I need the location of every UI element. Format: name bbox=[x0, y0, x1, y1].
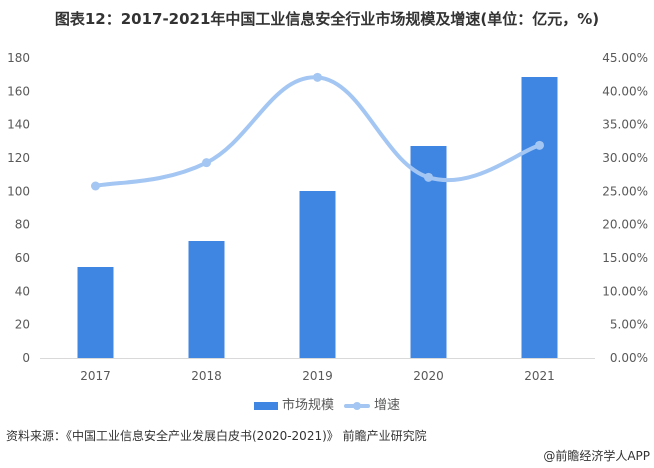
chart-title: 图表12：2017-2021年中国工业信息安全行业市场规模及增速(单位：亿元，%… bbox=[54, 10, 600, 28]
x-axis-tick: 2021 bbox=[524, 369, 555, 383]
legend-item-market-size[interactable]: 市场规模 bbox=[253, 394, 334, 413]
legend-label: 市场规模 bbox=[281, 398, 334, 413]
x-axis-tick: 2018 bbox=[191, 369, 222, 383]
left-axis-tick: 100 bbox=[7, 184, 30, 198]
growth-line bbox=[93, 75, 542, 188]
left-axis-tick: 140 bbox=[7, 118, 30, 132]
x-axis-tick: 2019 bbox=[302, 369, 333, 383]
right-axis-tick: 20.00% bbox=[602, 218, 648, 232]
chart: 0 20 40 60 80 100 120 140 160 180 0.00% 5.00% 10.00%… bbox=[7, 51, 648, 383]
left-axis-tick: 40 bbox=[15, 284, 30, 298]
x-axis-tick: 2020 bbox=[413, 369, 444, 383]
left-axis-tick: 0 bbox=[22, 351, 30, 365]
growth-point-2018 bbox=[202, 158, 211, 168]
left-axis-tick: 80 bbox=[15, 218, 30, 232]
growth-point-2017 bbox=[91, 181, 100, 191]
right-axis-tick: 40.00% bbox=[602, 84, 648, 98]
bar-2021 bbox=[521, 77, 558, 358]
right-axis-tick: 45.00% bbox=[602, 51, 648, 65]
legend: 市场规模 增速 bbox=[0, 394, 654, 413]
source-note: 资料来源：《中国工业信息安全产业发展白皮书(2020-2021)》 前瞻产业研究… bbox=[6, 429, 427, 443]
bar-2019 bbox=[299, 191, 336, 358]
legend-label: 增速 bbox=[374, 398, 401, 413]
right-axis-tick: 35.00% bbox=[602, 118, 648, 132]
right-axis-tick: 15.00% bbox=[602, 251, 648, 265]
right-axis-tick: 5.00% bbox=[610, 318, 648, 332]
legend-bar-swatch bbox=[253, 401, 278, 410]
legend-item-growth[interactable]: 增速 bbox=[344, 394, 400, 413]
growth-point-2019 bbox=[313, 72, 322, 82]
right-axis-tick: 0.00% bbox=[610, 351, 648, 365]
x-axis-tick: 2017 bbox=[80, 369, 111, 383]
growth-point-2020 bbox=[424, 172, 433, 182]
left-axis-tick: 160 bbox=[7, 84, 30, 98]
brand-credit: @前瞻经济学人APP bbox=[543, 449, 650, 463]
legend-line-swatch bbox=[344, 401, 370, 410]
right-axis-tick: 10.00% bbox=[602, 284, 648, 298]
left-axis-tick: 60 bbox=[15, 251, 30, 265]
bar-2017 bbox=[77, 267, 114, 358]
right-axis-tick: 30.00% bbox=[602, 151, 648, 165]
left-axis-tick: 180 bbox=[7, 51, 30, 65]
right-axis-tick: 25.00% bbox=[602, 184, 648, 198]
growth-point-2021 bbox=[535, 140, 544, 150]
left-axis-tick: 120 bbox=[7, 151, 30, 165]
left-axis-tick: 20 bbox=[15, 318, 30, 332]
bar-2018 bbox=[188, 241, 225, 358]
